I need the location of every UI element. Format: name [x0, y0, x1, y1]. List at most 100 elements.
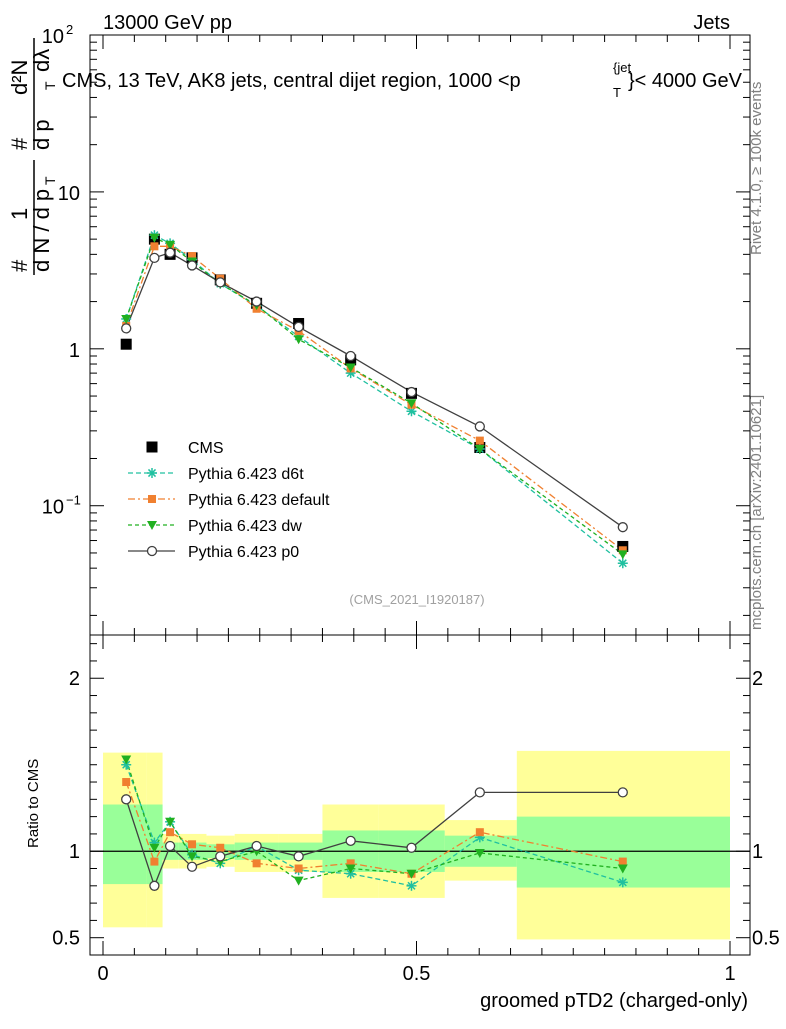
- ratio-point-default: [346, 859, 355, 868]
- ratio-point-dw: [406, 869, 417, 879]
- main-point-p0: [345, 350, 356, 362]
- ratio-y-tick-label-left: 2: [69, 668, 80, 690]
- main-point-d6t: [406, 406, 417, 417]
- legend-item-cms: CMS: [146, 440, 224, 457]
- legend-marker-d6t: [147, 468, 157, 478]
- legend-label: Pythia 6.423 p0: [188, 544, 299, 561]
- ratio-point-default: [122, 778, 131, 787]
- legend-item-d6t: Pythia 6.423 d6t: [128, 466, 304, 483]
- rivet-label: Rivet 4.1.0, ≥ 100k events: [748, 82, 765, 255]
- ratio-point-default: [216, 843, 225, 852]
- main-point-p0: [215, 277, 226, 288]
- legend-item-default: Pythia 6.423 default: [128, 492, 330, 509]
- main-y-tick-label: 10: [58, 183, 80, 205]
- svg-text:CMS, 13 TeV, AK8 jets, central: CMS, 13 TeV, AK8 jets, central dijet reg…: [62, 70, 521, 92]
- x-axis-label: groomed pTD2 (charged-only): [480, 990, 748, 1012]
- ratio-point-p0: [345, 835, 356, 846]
- main-point-dw: [406, 399, 417, 409]
- main-point-p0: [186, 260, 198, 271]
- ratio-point-d6t: [617, 877, 628, 888]
- ratio-point-default: [294, 864, 303, 873]
- ratio-y-tick-label-right: 1: [752, 841, 763, 863]
- x-tick-label: 0.5: [403, 963, 431, 985]
- ratio-point-p0: [406, 842, 417, 853]
- svg-text:}< 4000 GeV: }< 4000 GeV: [628, 70, 743, 92]
- ratio-point-dw: [187, 852, 198, 862]
- ratio-point-dw: [474, 848, 485, 858]
- svg-text:d²N: d²N: [7, 60, 32, 95]
- main-line-dw: [125, 236, 624, 555]
- main-point-p0: [149, 252, 160, 263]
- svg-text:d N / d p: d N / d p: [29, 189, 54, 272]
- ratio-y-axis-label: Ratio to CMS: [25, 759, 42, 848]
- main-y-tick-label: 10 2: [42, 22, 73, 48]
- main-line-p0: [125, 251, 624, 528]
- main-point-p0: [474, 421, 485, 432]
- legend-label: Pythia 6.423 d6t: [188, 466, 304, 483]
- svg-text:1: 1: [69, 340, 80, 362]
- legend-marker-cms: [146, 441, 158, 453]
- ratio-y-tick-label-right: 0.5: [752, 928, 780, 950]
- main-point-p0: [251, 296, 262, 307]
- main-point-dw: [345, 363, 356, 373]
- ratio-plot-frame: [89, 634, 751, 956]
- svg-text:10: 10: [42, 26, 64, 48]
- legend: CMS Pythia 6.423 d6t Pythia 6.423 default P…: [128, 440, 330, 561]
- ratio-point-p0: [617, 787, 628, 798]
- ratio-point-dw: [617, 864, 628, 874]
- legend-label: Pythia 6.423 dw: [188, 518, 302, 535]
- ratio-point-dw: [165, 817, 176, 827]
- main-point-dw: [293, 335, 304, 345]
- main-point-p0: [617, 522, 628, 533]
- ratio-point-default: [188, 840, 197, 849]
- main-point-dw: [121, 314, 132, 324]
- ratio-point-p0: [293, 851, 304, 862]
- svg-text:10: 10: [42, 497, 64, 519]
- header-right-label: Jets: [693, 12, 730, 34]
- svg-text:−1: −1: [66, 493, 81, 508]
- main-point-p0: [164, 247, 176, 258]
- legend-marker-default: [148, 495, 156, 503]
- ratio-point-default: [166, 828, 175, 837]
- mcplots-label: mcplots.cern.ch [arXiv:2401.10621]: [748, 395, 765, 630]
- ratio-point-p0: [251, 840, 262, 852]
- ratio-point-p0: [186, 861, 198, 872]
- ratio-line-dw: [125, 759, 623, 882]
- ratio-point-default: [252, 859, 261, 868]
- main-point-cms: [120, 338, 132, 350]
- main-plot-title: CMS, 13 TeV, AK8 jets, central dijet reg…: [62, 60, 743, 100]
- main-point-dw: [165, 240, 176, 250]
- ratio-point-dw: [293, 876, 304, 886]
- ratio-point-p0: [164, 840, 176, 852]
- ratio-y-tick-label-left: 1: [69, 841, 80, 863]
- main-point-default: [188, 252, 197, 261]
- ratio-y-tick-label-right: 2: [752, 668, 763, 690]
- main-line-default: [125, 245, 624, 551]
- ratio-point-p0: [121, 794, 132, 805]
- svg-text:T: T: [42, 81, 58, 90]
- x-tick-label: 0: [97, 963, 108, 985]
- svg-text:dλ: dλ: [29, 49, 54, 72]
- ratio-point-dw: [149, 843, 160, 853]
- header-left-label: 13000 GeV pp: [103, 12, 232, 34]
- ratio-point-default: [150, 857, 159, 866]
- legend-item-dw: Pythia 6.423 dw: [128, 518, 302, 535]
- ratio-point-p0: [474, 787, 485, 798]
- ratio-point-p0: [149, 880, 160, 891]
- main-y-tick-label: 1: [69, 340, 80, 362]
- ratio-band-green: [516, 816, 730, 888]
- main-point-default: [618, 546, 627, 555]
- main-point-dw: [149, 233, 160, 243]
- analysis-watermark: (CMS_2021_I1920187): [349, 592, 484, 607]
- svg-text:#: #: [7, 259, 32, 272]
- main-point-dw: [617, 550, 628, 560]
- main-point-dw: [474, 444, 485, 454]
- legend-marker-dw: [147, 521, 157, 530]
- main-y-tick-label: 10 −1: [42, 493, 81, 519]
- svg-text:d p: d p: [29, 119, 54, 150]
- svg-text:T: T: [42, 176, 58, 185]
- legend-marker-p0: [146, 545, 158, 557]
- ratio-point-dw: [121, 755, 132, 765]
- main-y-axis-label: # 1 d N / d p T # d²N d p T dλ: [7, 38, 58, 275]
